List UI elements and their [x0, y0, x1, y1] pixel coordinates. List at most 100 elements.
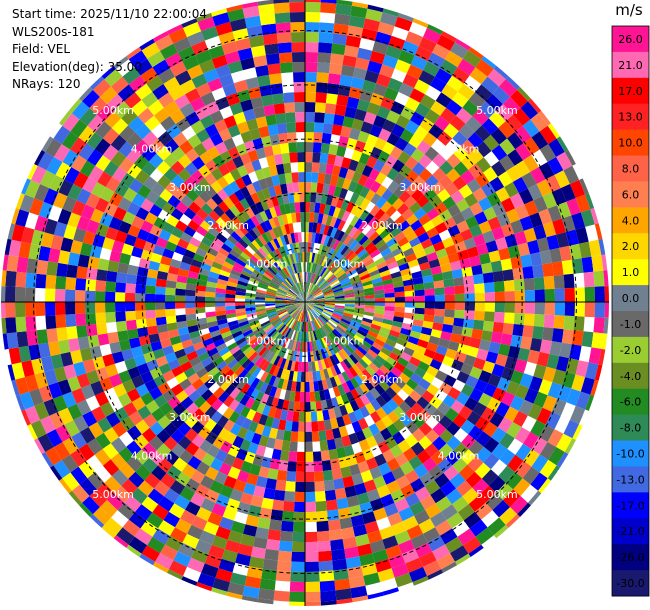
velocity-cell: [363, 111, 377, 125]
velocity-cell: [501, 366, 515, 381]
velocity-cell: [359, 251, 370, 261]
velocity-cell: [380, 163, 393, 177]
velocity-cell: [404, 302, 415, 308]
velocity-cell: [465, 471, 482, 488]
velocity-cell: [360, 470, 374, 483]
velocity-cell: [305, 232, 309, 243]
velocity-cell: [327, 184, 337, 196]
velocity-cell: [536, 351, 550, 367]
colorbar-tick-label: -4.0: [620, 370, 641, 383]
velocity-cell: [545, 411, 561, 430]
velocity-cell: [398, 220, 411, 232]
velocity-cell: [321, 326, 329, 336]
velocity-cell: [468, 148, 484, 164]
velocity-cell: [427, 535, 445, 552]
velocity-cell: [446, 168, 461, 183]
velocity-cell: [446, 421, 461, 436]
velocity-cell: [400, 327, 412, 336]
velocity-cell: [443, 316, 455, 326]
colorbar-tick-label: -6.0: [620, 396, 641, 409]
velocity-cell: [349, 400, 360, 412]
velocity-cell: [444, 407, 459, 422]
velocity-cell: [483, 166, 498, 183]
velocity-cell: [364, 352, 375, 363]
velocity-cell: [317, 278, 326, 288]
velocity-cell: [321, 379, 329, 390]
velocity-cell: [386, 371, 399, 383]
velocity-cell: [374, 297, 386, 302]
velocity-cell: [316, 182, 324, 194]
velocity-cell: [316, 223, 322, 234]
velocity-cell: [325, 93, 338, 105]
velocity-cell: [436, 34, 455, 51]
velocity-cell: [484, 302, 495, 312]
velocity-cell: [389, 329, 401, 338]
velocity-cell: [314, 297, 325, 301]
velocity-cell: [478, 339, 491, 352]
velocity-cell: [557, 385, 572, 403]
velocity-cell: [330, 195, 339, 207]
velocity-cell: [423, 281, 435, 290]
velocity-cell: [478, 252, 491, 265]
velocity-cell: [344, 106, 357, 119]
velocity-cell: [394, 572, 413, 588]
velocity-cell: [350, 77, 365, 90]
velocity-cell: [523, 137, 540, 155]
velocity-cell: [564, 438, 576, 454]
velocity-cell: [305, 292, 310, 302]
velocity-cell: [355, 385, 365, 398]
velocity-cell: [339, 187, 348, 200]
velocity-cell: [466, 410, 482, 426]
velocity-cell: [469, 224, 483, 238]
velocity-cell: [315, 264, 322, 275]
velocity-cell: [435, 92, 452, 108]
velocity-cell: [360, 198, 371, 210]
velocity-cell: [501, 391, 516, 407]
velocity-cell: [363, 337, 375, 346]
velocity-cell: [315, 253, 321, 264]
velocity-cell: [440, 331, 452, 341]
velocity-cell: [315, 329, 322, 340]
velocity-cell: [354, 195, 365, 207]
velocity-cell: [495, 187, 510, 203]
velocity-cell: [483, 206, 497, 221]
velocity-cell: [322, 311, 332, 317]
velocity-cell: [382, 471, 396, 485]
velocity-cell: [513, 478, 531, 496]
velocity-cell: [322, 347, 330, 358]
velocity-cell: [408, 455, 423, 470]
velocity-cell: [320, 348, 327, 360]
velocity-cell: [478, 197, 493, 212]
velocity-cell: [362, 448, 375, 461]
velocity-cell: [314, 360, 320, 372]
velocity-cell: [594, 364, 603, 381]
velocity-cell: [305, 102, 316, 113]
velocity-cell: [318, 279, 327, 288]
velocity-cell: [517, 242, 530, 257]
velocity-cell: [324, 297, 335, 300]
velocity-cell: [401, 383, 414, 396]
velocity-cell: [365, 402, 376, 415]
velocity-cell: [461, 434, 476, 450]
velocity-cell: [311, 341, 316, 352]
velocity-cell: [330, 397, 339, 409]
velocity-cell: [370, 399, 382, 411]
velocity-cell: [363, 572, 381, 586]
velocity-cell: [351, 317, 363, 324]
velocity-cell: [308, 311, 314, 321]
velocity-cell: [348, 504, 362, 518]
velocity-cell: [490, 260, 503, 273]
velocity-cell: [423, 245, 436, 256]
velocity-cell: [464, 397, 479, 411]
velocity-cell: [434, 222, 448, 234]
velocity-cell: [450, 42, 469, 59]
velocity-cell: [376, 334, 388, 343]
velocity-cell: [551, 188, 567, 206]
velocity-cell: [392, 198, 404, 211]
velocity-cell: [324, 298, 335, 301]
velocity-cell: [390, 444, 403, 458]
velocity-cell: [327, 345, 335, 356]
velocity-cell: [334, 253, 343, 264]
velocity-cell: [320, 283, 330, 291]
velocity-cell: [406, 213, 419, 226]
